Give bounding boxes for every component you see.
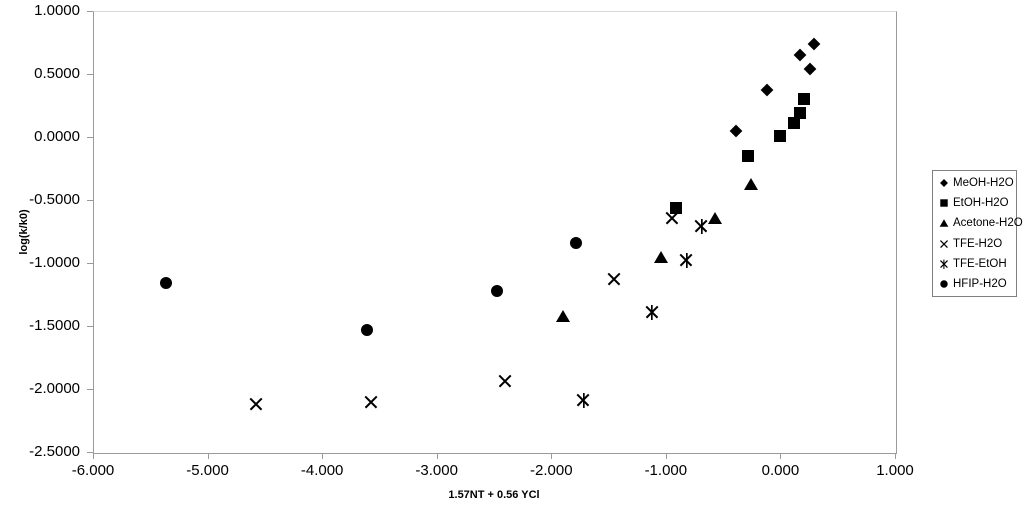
legend-label: EtOH-H2O — [953, 197, 1009, 210]
data-point-hfip-h2o — [489, 283, 505, 299]
y-tick — [87, 389, 93, 390]
y-tick — [87, 200, 93, 201]
data-point-meoh-h2o — [759, 82, 775, 98]
y-tick — [87, 11, 93, 12]
y-tick-label: -1.5000 — [29, 317, 80, 334]
data-point-etoh-h2o — [796, 91, 812, 107]
data-point-meoh-h2o — [806, 36, 822, 52]
y-tick-label: 0.0000 — [34, 128, 80, 145]
legend-label: MeOH-H2O — [953, 177, 1014, 190]
data-point-hfip-h2o — [359, 322, 375, 338]
legend-marker-diamond-icon — [939, 178, 949, 188]
data-point-tfe-h2o — [664, 210, 680, 226]
legend-marker-circle-icon — [939, 279, 949, 289]
data-point-meoh-h2o — [728, 123, 744, 139]
y-tick — [87, 263, 93, 264]
data-point-etoh-h2o — [792, 105, 808, 121]
y-tick — [87, 137, 93, 138]
x-tick-label: -3.000 — [415, 462, 458, 479]
data-point-acetone-h2o — [555, 308, 571, 324]
data-point-hfip-h2o — [568, 235, 584, 251]
y-axis-title: log(k/k0) — [18, 209, 30, 255]
x-tick-label: 1.000 — [876, 462, 914, 479]
legend-marker-triangle-icon — [939, 218, 949, 228]
legend-marker-star-icon — [939, 258, 949, 269]
x-tick-label: -1.000 — [644, 462, 688, 479]
data-point-tfe-etoh — [693, 218, 710, 235]
legend-marker-square-icon — [939, 198, 949, 208]
y-tick — [87, 326, 93, 327]
x-tick — [207, 453, 209, 459]
data-point-acetone-h2o — [653, 249, 669, 265]
data-point-tfe-etoh — [644, 304, 661, 321]
legend-item: TFE-EtOH — [933, 256, 1016, 272]
data-point-etoh-h2o — [740, 148, 756, 164]
x-tick — [895, 453, 896, 459]
y-tick — [87, 452, 93, 453]
legend-label: TFE-EtOH — [953, 257, 1007, 270]
x-tick — [551, 453, 553, 459]
legend-item: MeOH-H2O — [933, 175, 1016, 191]
x-tick-label: -4.000 — [300, 462, 344, 479]
legend-marker-x-icon — [939, 239, 949, 249]
x-tick — [322, 453, 324, 459]
data-point-tfe-h2o — [497, 373, 513, 389]
data-point-tfe-h2o — [606, 271, 622, 287]
y-tick — [87, 74, 93, 75]
y-tick-label: -1.0000 — [29, 254, 80, 271]
legend-item: TFE-H2O — [933, 236, 1016, 252]
y-tick-label: 1.0000 — [34, 2, 80, 19]
x-tick-label: 0.000 — [761, 462, 800, 479]
data-point-acetone-h2o — [743, 176, 759, 192]
legend-label: Acetone-H2O — [953, 217, 1023, 230]
data-point-meoh-h2o — [802, 61, 818, 77]
y-tick-label: -2.5000 — [29, 443, 80, 460]
legend-item: Acetone-H2O — [933, 215, 1023, 231]
x-tick — [436, 453, 438, 459]
plot-area — [93, 11, 897, 454]
data-point-tfe-etoh — [575, 392, 592, 409]
data-point-tfe-h2o — [248, 396, 264, 412]
data-point-tfe-etoh — [678, 252, 695, 269]
legend: MeOH-H2O EtOH-H2O Acetone-H2O TFE-H2O TFE-Et… — [932, 170, 1023, 297]
x-tick — [665, 453, 667, 459]
y-tick-label: 0.5000 — [34, 65, 80, 82]
legend-label: HFIP-H2O — [953, 277, 1007, 290]
data-point-hfip-h2o — [158, 275, 174, 291]
legend-label: TFE-H2O — [953, 237, 1003, 250]
data-point-tfe-h2o — [363, 394, 379, 410]
x-tick — [93, 453, 94, 459]
data-point-acetone-h2o — [707, 210, 723, 226]
legend-item: EtOH-H2O — [933, 195, 1016, 211]
x-tick-label: -5.000 — [186, 462, 229, 479]
x-tick-label: -6.000 — [71, 462, 115, 479]
x-tick — [780, 453, 782, 459]
x-tick-label: -2.000 — [530, 462, 573, 479]
legend-item: HFIP-H2O — [933, 276, 1016, 292]
y-tick-label: -0.5000 — [29, 191, 80, 208]
y-tick-label: -2.0000 — [29, 380, 80, 397]
x-axis-title: 1.57NT + 0.56 YCl — [448, 489, 540, 501]
